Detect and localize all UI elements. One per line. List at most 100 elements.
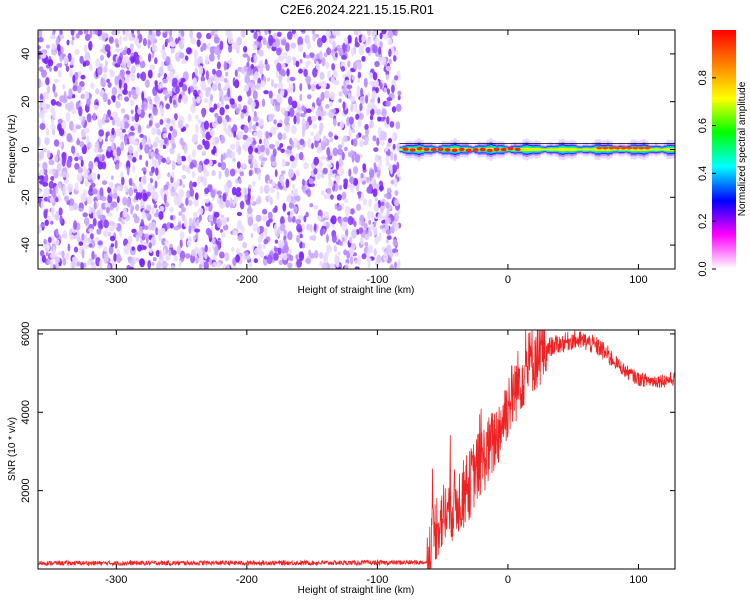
signal-peak [472, 148, 479, 152]
noise-speck [376, 169, 381, 179]
noise-speck [267, 211, 273, 220]
noise-speck [374, 154, 379, 162]
noise-speck [74, 48, 80, 56]
noise-speck [89, 185, 93, 193]
noise-speck [128, 90, 132, 98]
noise-speck [396, 169, 400, 178]
noise-speck [118, 79, 122, 89]
noise-speck [151, 159, 158, 166]
noise-speck [213, 36, 220, 44]
noise-speck [127, 154, 133, 161]
noise-speck [378, 232, 382, 242]
noise-speck [58, 207, 63, 216]
noise-speck [84, 127, 90, 134]
noise-speck [338, 91, 343, 97]
noise-speck [212, 159, 217, 165]
noise-speck [195, 232, 199, 239]
signal-peak [507, 146, 514, 151]
noise-speck [67, 243, 71, 252]
noise-speck [149, 64, 156, 71]
noise-speck [238, 234, 244, 241]
noise-speck [369, 72, 374, 80]
noise-speck [197, 175, 202, 184]
noise-speck [92, 210, 97, 220]
noise-speck [391, 221, 397, 228]
noise-speck [296, 258, 302, 268]
noise-speck [231, 266, 238, 269]
noise-speck [221, 97, 224, 107]
noise-speck [248, 262, 253, 268]
noise-speck [280, 223, 286, 232]
noise-speck [165, 123, 170, 129]
noise-speck [275, 38, 281, 48]
noise-speck [240, 30, 246, 38]
noise-speck [214, 112, 219, 118]
noise-speck [68, 88, 73, 98]
noise-speck [134, 112, 140, 123]
noise-speck [397, 95, 401, 101]
noise-speck [213, 103, 218, 110]
noise-speck [321, 80, 327, 90]
noise-speck [263, 227, 268, 233]
noise-speck [193, 89, 198, 97]
noise-speck [154, 180, 158, 189]
noise-speck [285, 42, 290, 52]
noise-speck [259, 186, 264, 194]
noise-speck [107, 99, 111, 106]
noise-speck [157, 72, 161, 78]
noise-speck [386, 97, 393, 102]
noise-speck [375, 202, 379, 212]
noise-speck [41, 69, 47, 78]
noise-speck [392, 239, 398, 247]
noise-speck [120, 47, 124, 53]
noise-speck [194, 67, 198, 77]
noise-speck [107, 145, 112, 152]
noise-speck [38, 54, 41, 60]
noise-speck [385, 161, 390, 167]
snr-y-tick-label: 6000 [20, 322, 32, 346]
noise-speck [332, 40, 336, 50]
spectrogram-y-axis-title: Frequency (Hz) [7, 115, 18, 184]
noise-speck [226, 217, 230, 222]
noise-speck [166, 118, 171, 124]
noise-speck [393, 153, 397, 162]
noise-speck [303, 162, 309, 170]
noise-speck [298, 151, 304, 161]
noise-speck [332, 169, 338, 175]
noise-speck [151, 166, 155, 174]
noise-speck [154, 193, 158, 202]
noise-speck [124, 30, 130, 37]
noise-speck [257, 235, 263, 244]
noise-speck [390, 151, 394, 161]
noise-speck [147, 182, 153, 193]
noise-speck [128, 135, 135, 145]
noise-speck [359, 141, 363, 147]
noise-speck [99, 260, 103, 269]
noise-speck [97, 161, 104, 170]
noise-speck [163, 184, 169, 191]
noise-speck [372, 135, 377, 142]
noise-speck [102, 92, 108, 103]
noise-speck [364, 123, 369, 130]
noise-speck [365, 94, 369, 104]
noise-speck [337, 148, 344, 156]
noise-speck [268, 90, 273, 99]
noise-speck [210, 76, 214, 83]
noise-speck [385, 229, 392, 235]
noise-speck [151, 261, 155, 266]
noise-speck [358, 45, 365, 56]
colorbar-tick-label: 0.6 [697, 118, 709, 133]
noise-speck [192, 97, 196, 108]
noise-speck [295, 112, 301, 118]
noise-speck [287, 262, 293, 269]
noise-speck [367, 231, 373, 237]
noise-speck [371, 223, 375, 231]
noise-speck [338, 167, 345, 177]
noise-speck [109, 136, 115, 143]
noise-speck [38, 59, 41, 66]
noise-speck [87, 237, 91, 244]
noise-speck [327, 155, 333, 161]
noise-speck [235, 254, 241, 263]
noise-speck [383, 193, 389, 198]
noise-speck [309, 52, 315, 58]
